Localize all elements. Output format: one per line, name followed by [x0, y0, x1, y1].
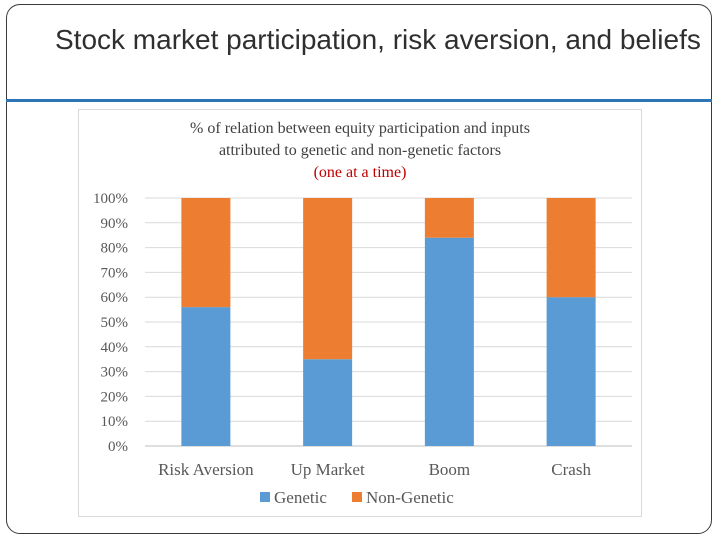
x-tick-label: Risk Aversion — [158, 460, 254, 479]
x-axis-labels: Risk Aversion Up Market Boom Crash — [158, 460, 591, 479]
chart-title-line-1: % of relation between equity participati… — [190, 120, 530, 137]
y-tick-label: 0% — [108, 439, 128, 455]
legend-label: Non-Genetic — [366, 488, 454, 507]
bars — [181, 198, 596, 446]
legend-swatch — [260, 492, 270, 502]
slide-frame — [6, 4, 712, 534]
bar-non-genetic — [424, 198, 474, 238]
title-rule — [6, 99, 712, 102]
y-tick-label: 40% — [101, 340, 129, 356]
chart-title-line-2: attributed to genetic and non-genetic fa… — [219, 142, 501, 159]
y-tick-label: 30% — [101, 365, 129, 381]
legend-swatch — [352, 492, 362, 502]
chart-subtitle: (one at a time) — [314, 164, 407, 181]
y-tick-label: 60% — [101, 290, 129, 306]
slide-title: Stock market participation, risk aversio… — [55, 24, 701, 55]
y-tick-label: 90% — [101, 216, 129, 232]
bar-genetic — [424, 237, 474, 446]
y-tick-label: 70% — [101, 265, 129, 281]
y-tick-label: 20% — [101, 389, 129, 405]
bar-non-genetic — [303, 198, 353, 360]
bar-non-genetic — [181, 198, 231, 308]
x-tick-label: Up Market — [291, 460, 365, 479]
x-tick-label: Boom — [429, 460, 471, 479]
bar-genetic — [546, 297, 596, 446]
legend-label: Genetic — [274, 488, 327, 507]
y-tick-label: 100% — [93, 191, 128, 207]
legend: Genetic Non-Genetic — [260, 488, 454, 507]
bar-genetic — [303, 359, 353, 446]
bar-non-genetic — [546, 198, 596, 298]
y-tick-label: 10% — [101, 414, 129, 430]
y-tick-label: 50% — [101, 315, 129, 331]
y-axis-ticks: 0% 10% 20% 30% 40% 50% 60% 70% 80% 90% 100% — [93, 191, 128, 455]
bar-genetic — [181, 307, 231, 446]
y-tick-label: 80% — [101, 241, 129, 257]
x-tick-label: Crash — [551, 460, 591, 479]
